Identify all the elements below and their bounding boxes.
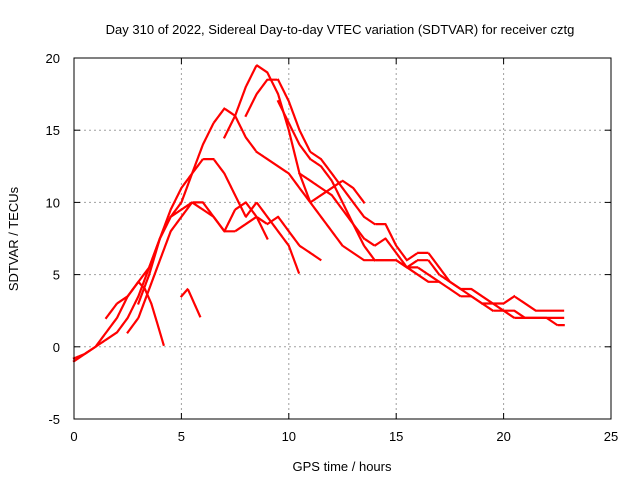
y-tick-label: 15 — [46, 123, 60, 138]
series-sat-i — [179, 287, 203, 320]
series-sat-c — [126, 201, 323, 334]
series-sat-g — [244, 78, 565, 312]
y-tick-label: -5 — [48, 412, 60, 427]
grid-lines — [74, 58, 611, 419]
series-sat-j — [297, 171, 441, 284]
y-axis-label: SDTVAR / TECUs — [6, 186, 21, 291]
series-layer — [72, 64, 565, 363]
chart-title: Day 310 of 2022, Sidereal Day-to-day VTE… — [106, 22, 575, 37]
x-tick-label: 20 — [496, 429, 510, 444]
plot-frame — [73, 57, 612, 420]
x-tick-label: 0 — [70, 429, 77, 444]
y-tick-label: 5 — [53, 268, 60, 283]
x-tick-label: 10 — [282, 429, 296, 444]
y-tick-label: 0 — [53, 340, 60, 355]
x-tick-label: 15 — [389, 429, 403, 444]
x-axis-label: GPS time / hours — [293, 459, 392, 474]
series-sat-d — [104, 158, 301, 320]
series-sat-h — [276, 99, 565, 327]
y-tick-label: 10 — [46, 195, 60, 210]
x-tick-label: 5 — [178, 429, 185, 444]
axis-ticks: 0 5 10 15 20 25 -5 0 5 10 15 20 — [46, 51, 619, 444]
y-tick-label: 20 — [46, 51, 60, 66]
x-tick-label: 25 — [604, 429, 618, 444]
